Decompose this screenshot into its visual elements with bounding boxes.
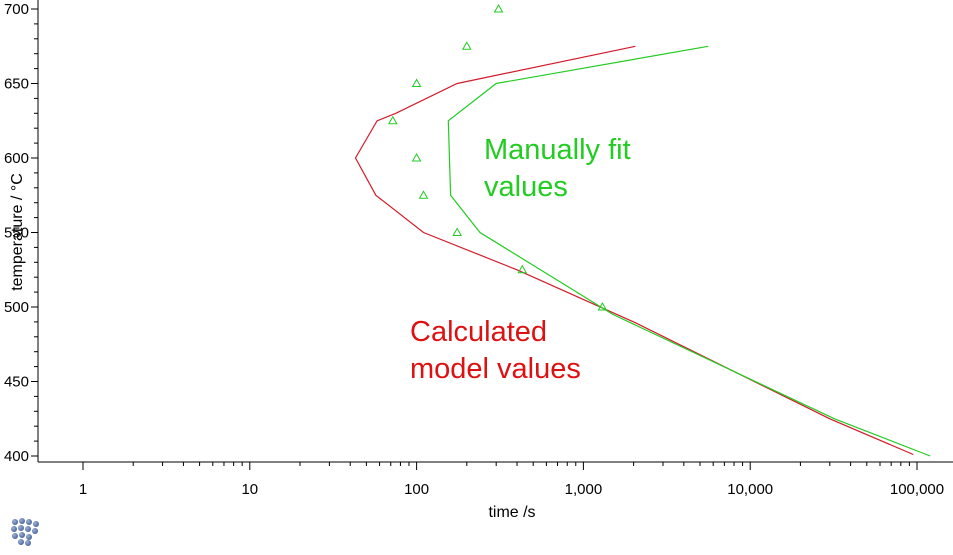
series-layer (354, 3, 931, 457)
y-tick-label: 400 (4, 448, 29, 465)
series-line-0 (354, 45, 914, 456)
logo-icon (10, 517, 40, 547)
x-tick-label: 1 (79, 481, 87, 498)
data-point-triangle (597, 301, 608, 311)
data-point-triangle (418, 190, 429, 199)
data-point-triangle (517, 264, 528, 274)
x-tick-label: 10 (241, 481, 258, 498)
y-tick-label: 700 (4, 1, 29, 18)
x-axis-title: time /s (488, 504, 535, 521)
data-point-triangle (461, 41, 472, 50)
y-tick-label: 550 (4, 225, 29, 242)
annotation-text: Calculated (410, 316, 547, 348)
annotation-text: model values (410, 353, 581, 385)
y-tick-label: 600 (4, 150, 29, 167)
y-tick-label: 500 (4, 299, 29, 316)
data-point-triangle (387, 115, 398, 125)
x-tick-label: 10,000 (727, 481, 773, 498)
y-axis-ticks: 400 450 500 550 600 650 700 (4, 1, 38, 465)
annotation-text: Manually fit (484, 134, 631, 166)
x-axis-ticks: 1 10 100 1,000 10,000 100,000 (79, 462, 944, 498)
y-tick-label: 450 (4, 374, 29, 391)
annotation-text: values (484, 171, 568, 203)
series-line-1 (447, 45, 931, 457)
x-tick-label: 1,000 (565, 481, 603, 498)
data-point-triangle (411, 78, 422, 87)
x-tick-label: 100,000 (890, 481, 944, 498)
data-point-triangle (452, 227, 463, 236)
x-tick-label: 100 (404, 481, 429, 498)
data-point-triangle (411, 152, 422, 162)
annotations: Manually fit values Calculated model values (410, 134, 631, 385)
data-point-triangle (493, 3, 504, 13)
y-tick-label: 650 (4, 76, 29, 93)
y-axis-title: temperature / °C (9, 173, 26, 291)
